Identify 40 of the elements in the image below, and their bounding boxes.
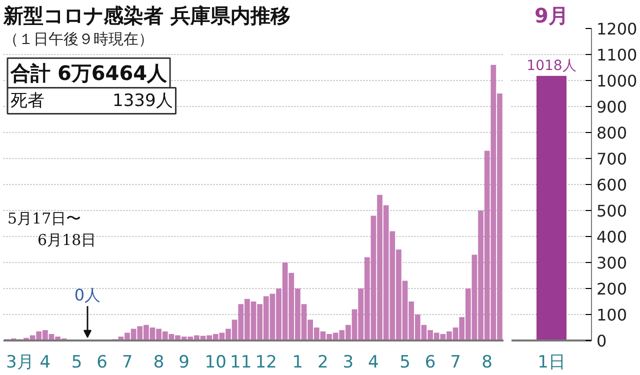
x-tick-label: 6 [424, 352, 436, 372]
x-tick-label: 5 [400, 352, 410, 372]
y-tick-label: 700 [596, 150, 628, 168]
y-tick-label: 200 [596, 280, 628, 298]
x-tick-label: 7 [450, 352, 461, 372]
x-tick-label: 7 [122, 352, 133, 372]
y-tick-label: 800 [596, 124, 628, 142]
y-tick-label: 400 [596, 228, 628, 246]
x-tick-label: 4 [368, 352, 379, 372]
x-tick-label: 2 [318, 352, 328, 372]
y-tick-label: 1200 [596, 20, 638, 38]
x-tick-label: 1 [292, 352, 304, 372]
annotation: 0人 [74, 286, 101, 305]
x-tick-label: 11 [230, 352, 252, 372]
chart-subtitle: （１日午後９時現在） [4, 30, 154, 48]
y-tick-label: 600 [596, 176, 628, 194]
x-tick-label: 10 [204, 352, 226, 372]
y-tick-label: 100 [596, 306, 628, 324]
x-tick-label: 3月 [6, 352, 34, 372]
x-tick-label: 1日 [538, 352, 566, 372]
x-tick-label: 5 [71, 352, 82, 372]
y-tick-label: 1100 [596, 46, 638, 64]
x-tick-label: 3 [342, 352, 354, 372]
x-tick-label: 8 [153, 352, 164, 372]
x-tick-label: 6 [96, 352, 108, 372]
x-tick-label: 8 [482, 352, 493, 372]
x-tick-label: 9 [178, 352, 190, 372]
y-tick-label: 900 [596, 98, 628, 116]
annotation: 5月17日〜 6月18日 [8, 209, 96, 250]
data-label: 1018人 [526, 58, 576, 74]
annotation: 合計 6万6464人 [10, 61, 168, 86]
annotation: 死者 1339人 [10, 90, 173, 111]
y-tick-label: 300 [596, 254, 628, 272]
y-tick-label: 1000 [596, 72, 638, 90]
y-tick-label: 0 [596, 332, 607, 350]
x-tick-label: 12 [255, 352, 277, 372]
chart-title: 9月 [534, 4, 568, 28]
y-tick-label: 500 [596, 202, 628, 220]
chart-title: 新型コロナ感染者 兵庫県内推移 [2, 4, 290, 28]
x-tick-label: 4 [40, 352, 51, 372]
